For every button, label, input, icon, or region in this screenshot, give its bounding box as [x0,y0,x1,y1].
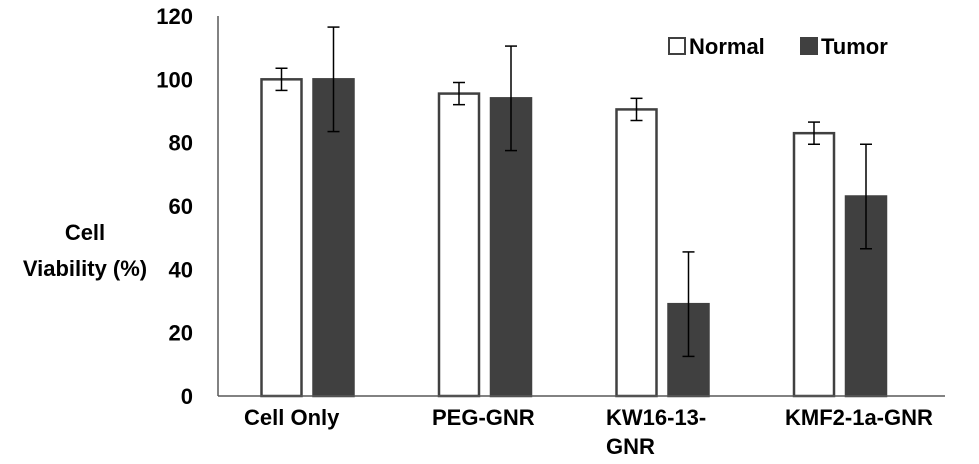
y-axis-label-line-2: Viability (%) [23,256,147,281]
x-category-label: GNR [606,434,655,459]
y-tick-label: 120 [156,4,193,29]
x-axis-categories: Cell Only PEG-GNR KW16-13- GNR KMF2-1a-GNR [244,405,933,459]
y-tick-label: 40 [169,257,193,282]
legend-swatch-tumor [800,37,818,55]
y-tick-label: 20 [169,321,193,346]
x-category-label: Cell Only [244,405,340,430]
bar-normal [260,78,303,398]
x-category-label: KMF2-1a-GNR [785,405,933,430]
y-axis-ticks: 0 20 40 60 80 100 120 [156,4,193,409]
legend-label-tumor: Tumor [821,34,888,59]
error-bar-tumor [682,251,695,358]
error-bar-normal [630,97,643,122]
y-axis-label-line-1: Cell [65,220,105,245]
bars [260,26,888,398]
legend-label-normal: Normal [689,34,765,59]
legend-swatch-normal [668,37,686,55]
error-bar-tumor [505,45,517,152]
y-tick-label: 100 [156,67,193,92]
y-axis-label: Cell Viability (%) [23,220,147,281]
x-category-label: KW16-13- [606,405,706,430]
error-bar-normal [453,81,465,106]
bar-normal [615,108,658,398]
bar-normal [792,131,836,398]
error-bar-normal [808,121,820,145]
error-bar-normal [275,67,288,92]
y-tick-label: 80 [169,131,193,156]
x-category-label: PEG-GNR [432,405,535,430]
bar-tumor [312,78,355,398]
y-tick-label: 0 [181,384,193,409]
error-bar-tumor [327,26,340,133]
error-bar-tumor [860,143,872,250]
y-tick-label: 60 [169,194,193,219]
legend: Normal Tumor [668,34,888,59]
bar-normal [437,92,481,398]
